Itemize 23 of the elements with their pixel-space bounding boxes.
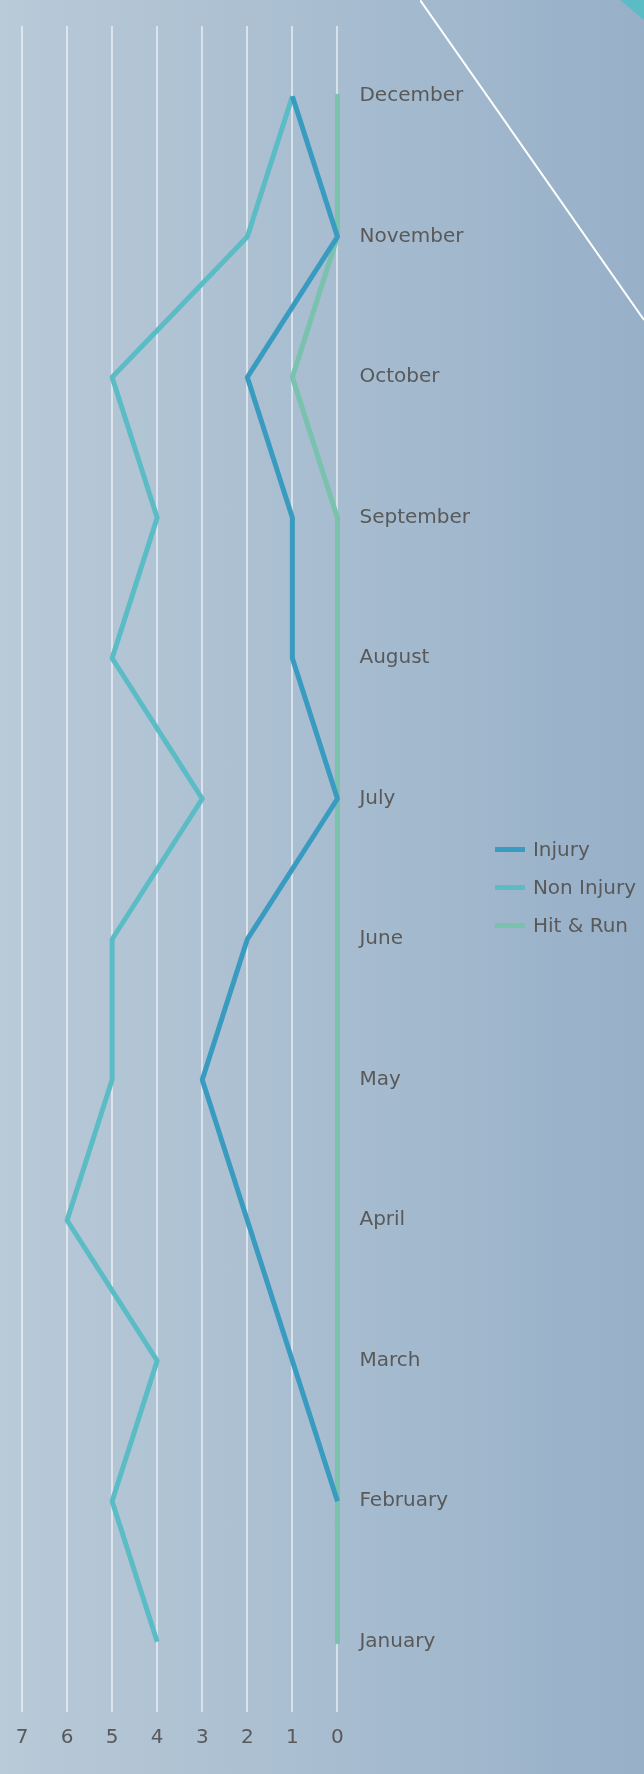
legend-label: Non Injury [532, 875, 636, 899]
y-tick-label: March [359, 1346, 421, 1371]
y-tick-label: July [357, 784, 396, 809]
x-tick-label: 1 [286, 1724, 299, 1749]
legend-label: Hit & Run [532, 913, 628, 937]
x-tick-label: 4 [150, 1724, 164, 1749]
x-tick-label: 7 [15, 1724, 29, 1749]
x-tick-label: 6 [60, 1724, 74, 1749]
y-tick-label: October [359, 363, 441, 388]
legend-label: Injury [532, 837, 590, 861]
y-tick-label: May [359, 1065, 401, 1090]
y-tick-label: February [359, 1487, 449, 1512]
y-tick-label: November [359, 222, 465, 247]
y-tick-label: December [359, 82, 464, 107]
x-tick-label: 2 [240, 1724, 254, 1749]
y-tick-label: January [357, 1627, 436, 1652]
y-tick-label: September [359, 503, 471, 528]
x-tick-label: 5 [105, 1724, 119, 1749]
x-tick-label: 0 [331, 1724, 344, 1749]
y-tick-label: June [357, 925, 404, 950]
y-tick-label: August [359, 644, 430, 669]
x-tick-label: 3 [195, 1724, 209, 1749]
y-tick-label: April [359, 1206, 406, 1231]
